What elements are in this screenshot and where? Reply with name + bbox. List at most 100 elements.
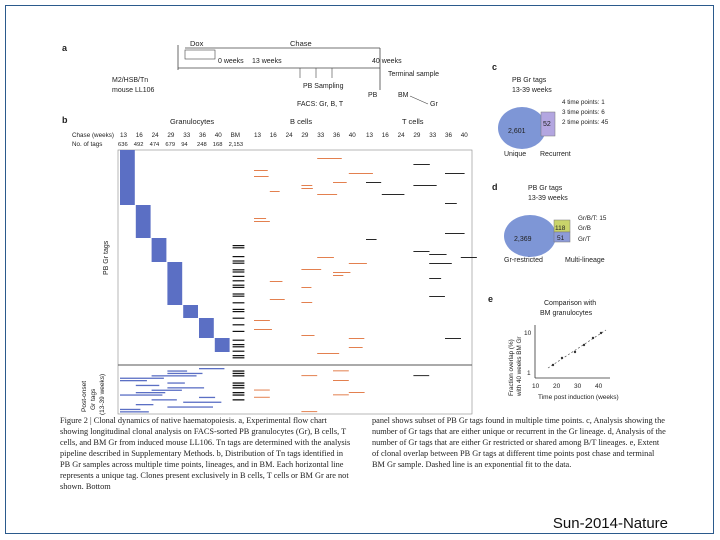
bm-tag-line bbox=[232, 370, 245, 372]
bm-tag-line bbox=[232, 372, 245, 375]
recurrent-tag-line bbox=[135, 384, 160, 387]
mouse-line2: mouse LL106 bbox=[112, 87, 155, 94]
bm-tag-line bbox=[232, 324, 245, 326]
bm-tag-line bbox=[232, 311, 245, 313]
unique-value: 2,601 bbox=[508, 128, 526, 135]
tcell-tag-line bbox=[413, 164, 430, 165]
recurrent-tag-line bbox=[151, 399, 177, 401]
panel-e-title-2: BM granulocytes bbox=[540, 310, 593, 317]
bm-tag-line bbox=[232, 280, 245, 282]
bottom-ylabel-1: Post-onset bbox=[81, 381, 88, 412]
bcell-week-label: 33 bbox=[317, 132, 325, 139]
bm-tag-line bbox=[232, 317, 245, 319]
panel-c-x-recurrent: Recurrent bbox=[540, 151, 571, 158]
multi-value-top: 118 bbox=[555, 225, 566, 232]
week40-label: 40 weeks bbox=[372, 58, 402, 65]
panel-e-ytick-10: 10 bbox=[524, 330, 532, 337]
gr-week-label: 33 bbox=[183, 132, 191, 139]
granulocyte-block bbox=[167, 262, 183, 305]
bcell-week-label: 13 bbox=[254, 132, 262, 139]
bcell-tag-line bbox=[348, 392, 365, 393]
bcell-tag-line bbox=[254, 221, 270, 222]
tags-count-label: No. of tags bbox=[72, 141, 102, 148]
tag-count-label: 248 bbox=[197, 142, 207, 148]
restricted-value: 2,369 bbox=[514, 236, 532, 243]
bm-tag-line bbox=[232, 394, 245, 396]
bm-tag-line bbox=[232, 375, 245, 377]
panel-c: c PB Gr tags 13-39 weeks 2,601 52 4 time… bbox=[492, 62, 609, 158]
overlap-point bbox=[560, 356, 564, 360]
overlap-point bbox=[551, 363, 555, 367]
bcell-week-label: 29 bbox=[301, 132, 309, 139]
bottom-ylabel-2: Gr tags bbox=[90, 388, 97, 410]
slide-border bbox=[5, 5, 714, 534]
recurrent-tag-line bbox=[120, 411, 149, 413]
panel-c-title-1: PB Gr tags bbox=[512, 77, 547, 84]
bcell-week-label: 36 bbox=[333, 132, 341, 139]
tag-heatmap bbox=[120, 150, 477, 413]
tcell-week-label: 29 bbox=[413, 132, 421, 139]
granulocyte-block bbox=[151, 238, 167, 262]
panel-d-label: d bbox=[492, 182, 498, 192]
tcell-tag-line bbox=[429, 296, 445, 297]
bcell-tag-line bbox=[348, 338, 365, 339]
overlap-point bbox=[599, 331, 603, 335]
bcell-tag-line bbox=[333, 182, 347, 183]
bm-tag-line bbox=[232, 357, 245, 359]
caption-right-column: panel shows subset of PB Gr tags found i… bbox=[372, 416, 666, 469]
panel-e-ylabel-2: with 40 weeks BM Gr bbox=[516, 337, 523, 398]
recurrent-tag-line bbox=[120, 377, 164, 379]
bcell-tag-line bbox=[254, 329, 272, 330]
bcell-tag-line bbox=[333, 380, 349, 381]
chase-weeks-label: Chase (weeks) bbox=[72, 132, 114, 139]
recurrent-tag-line bbox=[167, 382, 185, 384]
tcell-tag-line bbox=[366, 239, 377, 240]
panel-e-xtick-20: 20 bbox=[553, 383, 561, 390]
tag-count-label: 2,153 bbox=[229, 142, 244, 148]
tcell-week-label: 16 bbox=[382, 132, 390, 139]
tcell-tag-line bbox=[429, 278, 442, 279]
panel-d: d PB Gr tags 13-39 weeks 2,369 118 51 Gr… bbox=[492, 182, 607, 264]
caption-left-column: Figure 2 | Clonal dynamics of native hae… bbox=[60, 416, 351, 491]
week13-label: 13 weeks bbox=[252, 58, 282, 65]
bcell-tag-line bbox=[301, 411, 318, 413]
bm-tag-line bbox=[232, 392, 245, 394]
bcell-tag-line bbox=[348, 173, 373, 174]
group-tcells: T cells bbox=[402, 117, 424, 126]
recurrent-value: 52 bbox=[543, 121, 551, 128]
gr-week-label: 29 bbox=[167, 132, 175, 139]
pb-gr-tags-ylabel: PB Gr tags bbox=[103, 240, 110, 275]
panel-d-legend-1: Gr/B/T: 15 bbox=[578, 215, 607, 222]
bcell-tag-line bbox=[269, 191, 280, 192]
tcell-tag-line bbox=[460, 257, 477, 258]
recurrent-tag-line bbox=[120, 408, 141, 411]
bcell-tag-line bbox=[333, 275, 344, 276]
bcell-tag-line bbox=[317, 257, 334, 258]
panel-d-title-1: PB Gr tags bbox=[528, 185, 563, 192]
bcell-week-label: 24 bbox=[286, 132, 294, 139]
overlap-point bbox=[591, 336, 595, 340]
bm-tag-line bbox=[232, 286, 245, 288]
tcell-tag-line bbox=[445, 233, 465, 234]
granulocyte-block bbox=[214, 338, 230, 352]
bcell-tag-line bbox=[301, 287, 312, 288]
granulocyte-block bbox=[135, 205, 151, 238]
week0-label: 0 weeks bbox=[218, 58, 244, 65]
bcell-tag-line bbox=[301, 302, 313, 303]
tcell-week-label: 36 bbox=[445, 132, 453, 139]
tcell-tag-line bbox=[429, 254, 447, 255]
tcell-tag-line bbox=[445, 203, 457, 204]
bcell-tag-line bbox=[254, 396, 270, 398]
recurrent-tag-line bbox=[135, 392, 166, 394]
tag-count-label: 679 bbox=[165, 142, 175, 148]
bm-tag-line bbox=[232, 247, 245, 249]
recurrent-tag-line bbox=[183, 401, 222, 403]
gr-week-label: 24 bbox=[152, 132, 160, 139]
tcell-week-label: 40 bbox=[461, 132, 469, 139]
bm-tag-line bbox=[232, 308, 245, 310]
week-headers: 13 16 24 29 33 36 40 BM 636 492 474 679 94 248 168 2,15… bbox=[118, 132, 468, 148]
bcell-tag-line bbox=[317, 194, 338, 195]
bm-tag-line bbox=[232, 387, 245, 389]
recurrent-tag-line bbox=[151, 375, 197, 377]
mouse-line1: M2/HSB/Tn bbox=[112, 77, 148, 84]
